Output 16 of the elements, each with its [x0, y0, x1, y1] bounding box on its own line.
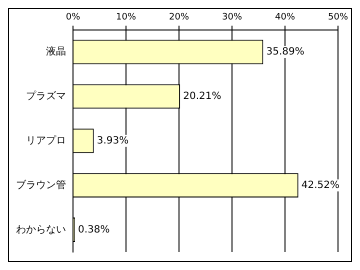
y-tick-label: リアプロ	[26, 134, 66, 146]
y-tick-label: わからない	[16, 224, 66, 236]
y-tick-label: 液晶	[46, 46, 66, 58]
x-tick-label: 30%	[222, 12, 242, 23]
y-tick-label: プラズマ	[26, 90, 66, 102]
y-tick-label: ブラウン管	[16, 178, 66, 191]
data-label: 35.89%	[266, 46, 304, 58]
x-tick-label: 50%	[328, 12, 348, 23]
x-tick-label: 10%	[116, 12, 136, 23]
x-tick-label: 0%	[66, 12, 81, 23]
data-label: 42.52%	[301, 180, 340, 191]
data-label: 3.93%	[96, 135, 129, 146]
data-label: 20.21%	[183, 91, 222, 102]
x-tick-label: 40%	[274, 12, 296, 23]
x-tick-label: 20%	[168, 12, 190, 23]
data-label: 0.38%	[78, 224, 110, 236]
